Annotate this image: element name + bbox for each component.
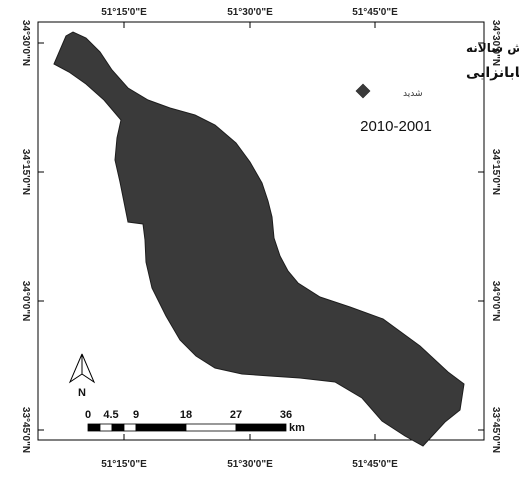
right-lat-label-4: 33°45'0"N <box>490 407 501 453</box>
top-lon-label-1: 51°15'0"E <box>101 7 147 18</box>
legend-title: شاخص بارش سالانه <box>466 41 519 55</box>
left-lat-label-2: 34°15'0"N <box>20 149 31 195</box>
graticule-ticks <box>38 22 484 440</box>
north-arrow-label: N <box>78 387 86 399</box>
scale-tick-0: 0 <box>85 409 91 421</box>
scale-tick-27: 27 <box>230 409 242 421</box>
right-lat-label-1: 34°30'0"N <box>490 20 501 66</box>
left-lat-label-3: 34°0'0"N <box>20 281 31 322</box>
right-lat-label-2: 34°15'0"N <box>490 149 501 195</box>
right-lat-label-3: 34°0'0"N <box>490 281 501 322</box>
legend-class-label: شدید <box>403 89 423 99</box>
scale-bar: 0 4.5 9 18 27 36 km <box>85 409 305 434</box>
scale-tick-36: 36 <box>280 409 292 421</box>
scale-unit: km <box>289 422 305 434</box>
scale-tick-9: 9 <box>133 409 139 421</box>
scale-tick-4-5: 4.5 <box>103 409 118 421</box>
top-lon-label-2: 51°30'0"E <box>227 7 273 18</box>
scale-tick-18: 18 <box>180 409 192 421</box>
bottom-lon-label-1: 51°15'0"E <box>101 459 147 470</box>
bottom-lon-label-3: 51°45'0"E <box>352 459 398 470</box>
bottom-lon-label-2: 51°30'0"E <box>227 459 273 470</box>
north-arrow-icon: N <box>68 353 96 399</box>
left-lat-label-4: 33°45'0"N <box>20 407 31 453</box>
desertification-region <box>53 31 465 447</box>
legend-period: 2010-2001 <box>360 118 432 135</box>
top-lon-label-3: 51°45'0"E <box>352 7 398 18</box>
left-lat-label-1: 34°30'0"N <box>20 20 31 66</box>
legend-class-swatch <box>355 83 371 99</box>
legend-subtitle: وضعیت بیابانزایی <box>466 65 519 81</box>
